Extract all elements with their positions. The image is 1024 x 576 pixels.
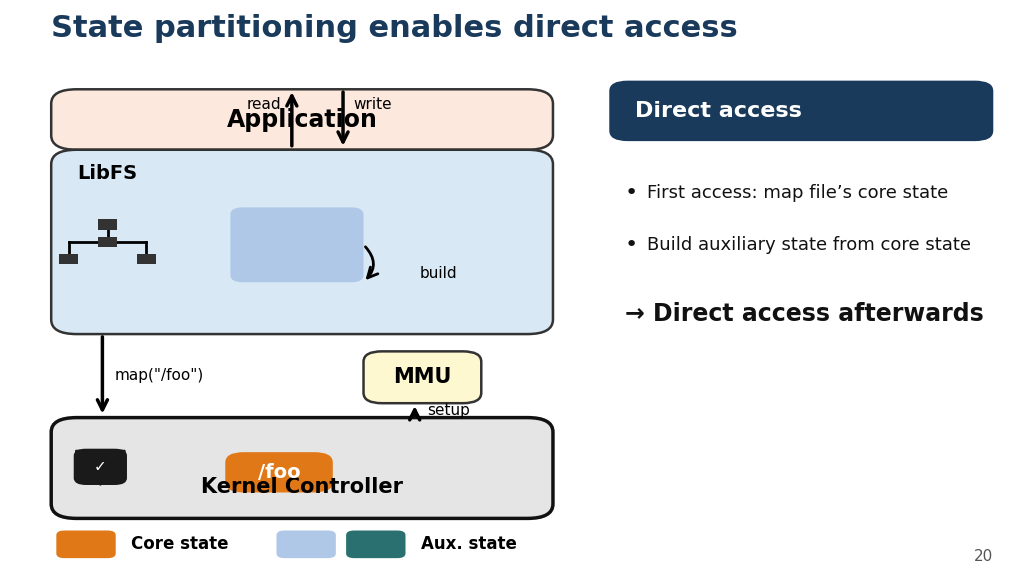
FancyBboxPatch shape <box>609 81 993 141</box>
FancyBboxPatch shape <box>276 530 336 558</box>
Text: → Direct access afterwards: → Direct access afterwards <box>625 302 983 326</box>
Bar <box>98 219 117 230</box>
Text: LibFS: LibFS <box>77 164 137 183</box>
Text: •: • <box>625 235 638 255</box>
Text: setup: setup <box>427 403 470 418</box>
Bar <box>137 254 156 264</box>
FancyArrowPatch shape <box>366 247 378 278</box>
FancyBboxPatch shape <box>51 89 553 150</box>
FancyBboxPatch shape <box>51 150 553 334</box>
Text: State partitioning enables direct access: State partitioning enables direct access <box>51 14 738 43</box>
Text: Direct access: Direct access <box>635 101 802 121</box>
FancyBboxPatch shape <box>346 530 406 558</box>
Text: /foo: /foo <box>258 463 300 482</box>
Text: 20: 20 <box>974 550 993 564</box>
Text: write: write <box>353 97 392 112</box>
FancyBboxPatch shape <box>230 207 364 282</box>
Text: Core state: Core state <box>131 535 228 554</box>
Text: map("/foo"): map("/foo") <box>115 367 204 383</box>
Bar <box>98 237 117 247</box>
Text: Aux. state: Aux. state <box>421 535 517 554</box>
Text: Kernel Controller: Kernel Controller <box>201 477 403 497</box>
FancyBboxPatch shape <box>364 351 481 403</box>
Text: Build auxiliary state from core state: Build auxiliary state from core state <box>647 236 971 254</box>
Text: build: build <box>420 266 458 281</box>
Text: ✓: ✓ <box>94 459 106 474</box>
Text: •: • <box>625 183 638 203</box>
FancyBboxPatch shape <box>51 418 553 518</box>
Text: read: read <box>247 97 282 112</box>
FancyBboxPatch shape <box>74 449 127 485</box>
Bar <box>59 254 78 264</box>
Polygon shape <box>76 450 125 485</box>
Text: MMU: MMU <box>393 367 452 387</box>
Text: First access: map file’s core state: First access: map file’s core state <box>647 184 948 202</box>
FancyBboxPatch shape <box>225 452 333 492</box>
FancyBboxPatch shape <box>56 530 116 558</box>
Text: Application: Application <box>226 108 378 131</box>
